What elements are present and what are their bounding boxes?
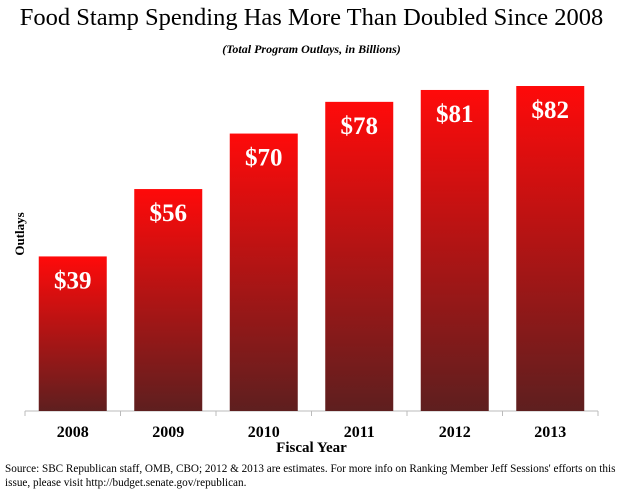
chart-subtitle: (Total Program Outlays, in Billions)	[222, 42, 401, 56]
x-tick-label-2009: 2009	[152, 424, 184, 441]
data-label-2010: $70	[245, 145, 283, 172]
x-tick-label-2008: 2008	[57, 424, 89, 441]
source-note: Source: SBC Republican staff, OMB, CBO; …	[5, 463, 616, 489]
x-tick-label-2011: 2011	[344, 424, 375, 441]
data-label-2012: $81	[436, 101, 474, 128]
bar-2008	[38, 256, 107, 411]
bar-2010	[229, 133, 298, 411]
x-axis-label: Fiscal Year	[276, 440, 347, 456]
data-label-2009: $56	[150, 200, 188, 227]
bar-2011	[325, 101, 394, 411]
x-tick-label-2010: 2010	[248, 424, 280, 441]
data-label-2013: $82	[532, 97, 570, 124]
bar-2013	[516, 86, 585, 411]
chart-title: Food Stamp Spending Has More Than Double…	[19, 4, 604, 31]
data-label-2011: $78	[341, 113, 379, 140]
data-label-2008: $39	[54, 267, 92, 294]
bar-2009	[134, 189, 203, 411]
bar-2012	[420, 89, 489, 412]
x-tick-label-2013: 2013	[534, 424, 566, 441]
x-tick-label-2012: 2012	[439, 424, 471, 441]
